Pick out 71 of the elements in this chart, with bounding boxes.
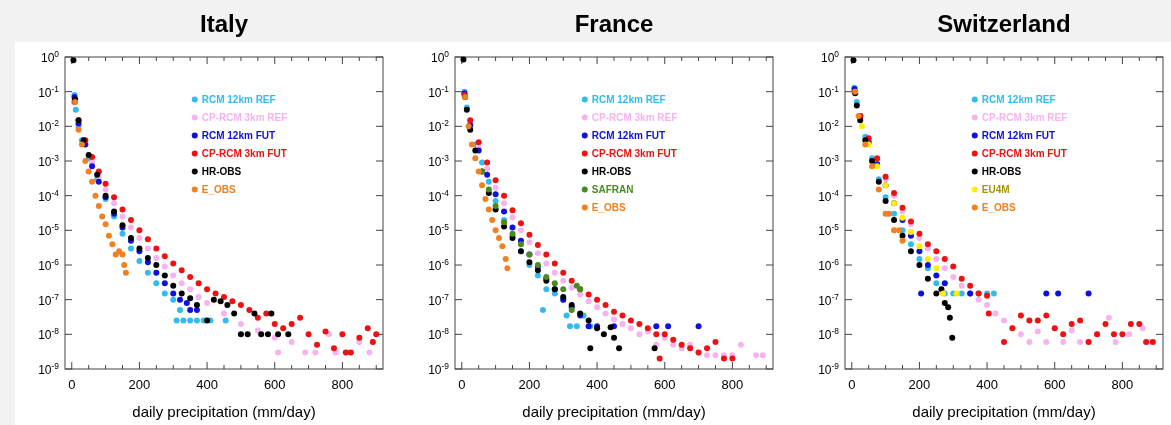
chart-title: France	[574, 10, 654, 37]
chart-title: Italy	[199, 10, 249, 37]
legend-label: CP-RCM 3km REF	[591, 112, 678, 123]
legend-label: CP-RCM 3km REF	[201, 112, 288, 123]
y-tick-label: 10$^{-4}$	[38, 187, 60, 204]
y-tick-label: 10$^{-4}$	[818, 187, 840, 204]
y-tick-label: 10$^{-5}$	[38, 222, 60, 239]
y-tick-label: 10$^{-7}$	[38, 291, 60, 308]
x-axis-title: daily precipitation (mm/day)	[132, 403, 316, 420]
y-tick-label: 10$^{-1}$	[38, 83, 60, 100]
legend-label: CP-RCM 3km FUT	[201, 148, 287, 159]
chart-title: Switzerland	[937, 10, 1071, 37]
x-tick-label: 0	[68, 377, 76, 392]
x-tick-label: 400	[586, 377, 608, 392]
legend-label: HR-OBS	[591, 166, 632, 177]
x-tick-label: 400	[196, 377, 218, 392]
x-tick-label: 0	[848, 377, 856, 392]
y-tick-label: 10$^{-7}$	[428, 291, 450, 308]
legend-label: SAFRAN	[591, 184, 634, 195]
y-tick-label: 10$^{-8}$	[818, 326, 840, 343]
x-tick-label: 200	[908, 377, 931, 392]
legend-label: E_OBS	[201, 184, 236, 195]
x-tick-label: 600	[263, 377, 286, 392]
y-tick-label: 10$^{-3}$	[818, 153, 840, 169]
y-tick-label: 10$^{-1}$	[818, 83, 840, 100]
legend-label: RCM 12km FUT	[981, 130, 1056, 141]
y-tick-label: 10$^{-3}$	[38, 153, 60, 169]
y-tick-label: 10$^{-9}$	[428, 361, 450, 377]
y-tick-label: 10$^{-6}$	[38, 257, 60, 273]
x-tick-label: 200	[128, 377, 151, 392]
y-tick-label: 10$^{-6}$	[818, 257, 840, 273]
legend-label: E_OBS	[981, 202, 1016, 213]
y-tick-label: 10$^{0}$	[40, 49, 60, 65]
x-tick-label: 800	[721, 377, 744, 392]
y-tick-label: 10$^{-6}$	[428, 257, 450, 273]
y-tick-label: 10$^{-5}$	[818, 222, 840, 239]
y-tick-label: 10$^{-7}$	[818, 291, 840, 308]
legend-label: E_OBS	[591, 202, 626, 213]
x-axis-title: daily precipitation (mm/day)	[522, 403, 706, 420]
x-tick-label: 600	[653, 377, 676, 392]
y-tick-label: 10$^{0}$	[820, 49, 840, 65]
legend-label: CP-RCM 3km FUT	[591, 148, 677, 159]
y-tick-label: 10$^{-9}$	[818, 361, 840, 377]
legend-label: RCM 12km FUT	[591, 130, 666, 141]
x-tick-label: 600	[1043, 377, 1066, 392]
x-tick-label: 400	[976, 377, 998, 392]
legend-label: CP-RCM 3km REF	[981, 112, 1068, 123]
x-tick-label: 0	[458, 377, 466, 392]
x-tick-label: 800	[1111, 377, 1134, 392]
legend-label: HR-OBS	[201, 166, 242, 177]
y-tick-label: 10$^{-2}$	[38, 118, 60, 135]
legend-label: RCM 12km REF	[981, 94, 1056, 105]
x-axis-title: daily precipitation (mm/day)	[912, 403, 1096, 420]
legend-label: CP-RCM 3km FUT	[981, 148, 1067, 159]
y-tick-label: 10$^{-2}$	[818, 118, 840, 135]
y-tick-label: 10$^{-5}$	[428, 222, 450, 239]
y-tick-label: 10$^{-8}$	[428, 326, 450, 343]
legend-label: RCM 12km REF	[201, 94, 276, 105]
y-tick-label: 10$^{-9}$	[38, 361, 60, 377]
legend-label: EU4M	[981, 184, 1010, 195]
y-tick-label: 10$^{-1}$	[428, 83, 450, 100]
legend-label: RCM 12km FUT	[201, 130, 276, 141]
y-tick-label: 10$^{-2}$	[428, 118, 450, 135]
x-tick-label: 800	[331, 377, 354, 392]
legend-label: HR-OBS	[981, 166, 1022, 177]
y-tick-label: 10$^{-8}$	[38, 326, 60, 343]
y-tick-label: 10$^{0}$	[430, 49, 450, 65]
x-tick-label: 200	[518, 377, 541, 392]
y-tick-label: 10$^{-3}$	[428, 153, 450, 169]
legend-label: RCM 12km REF	[591, 94, 666, 105]
y-tick-label: 10$^{-4}$	[428, 187, 450, 204]
